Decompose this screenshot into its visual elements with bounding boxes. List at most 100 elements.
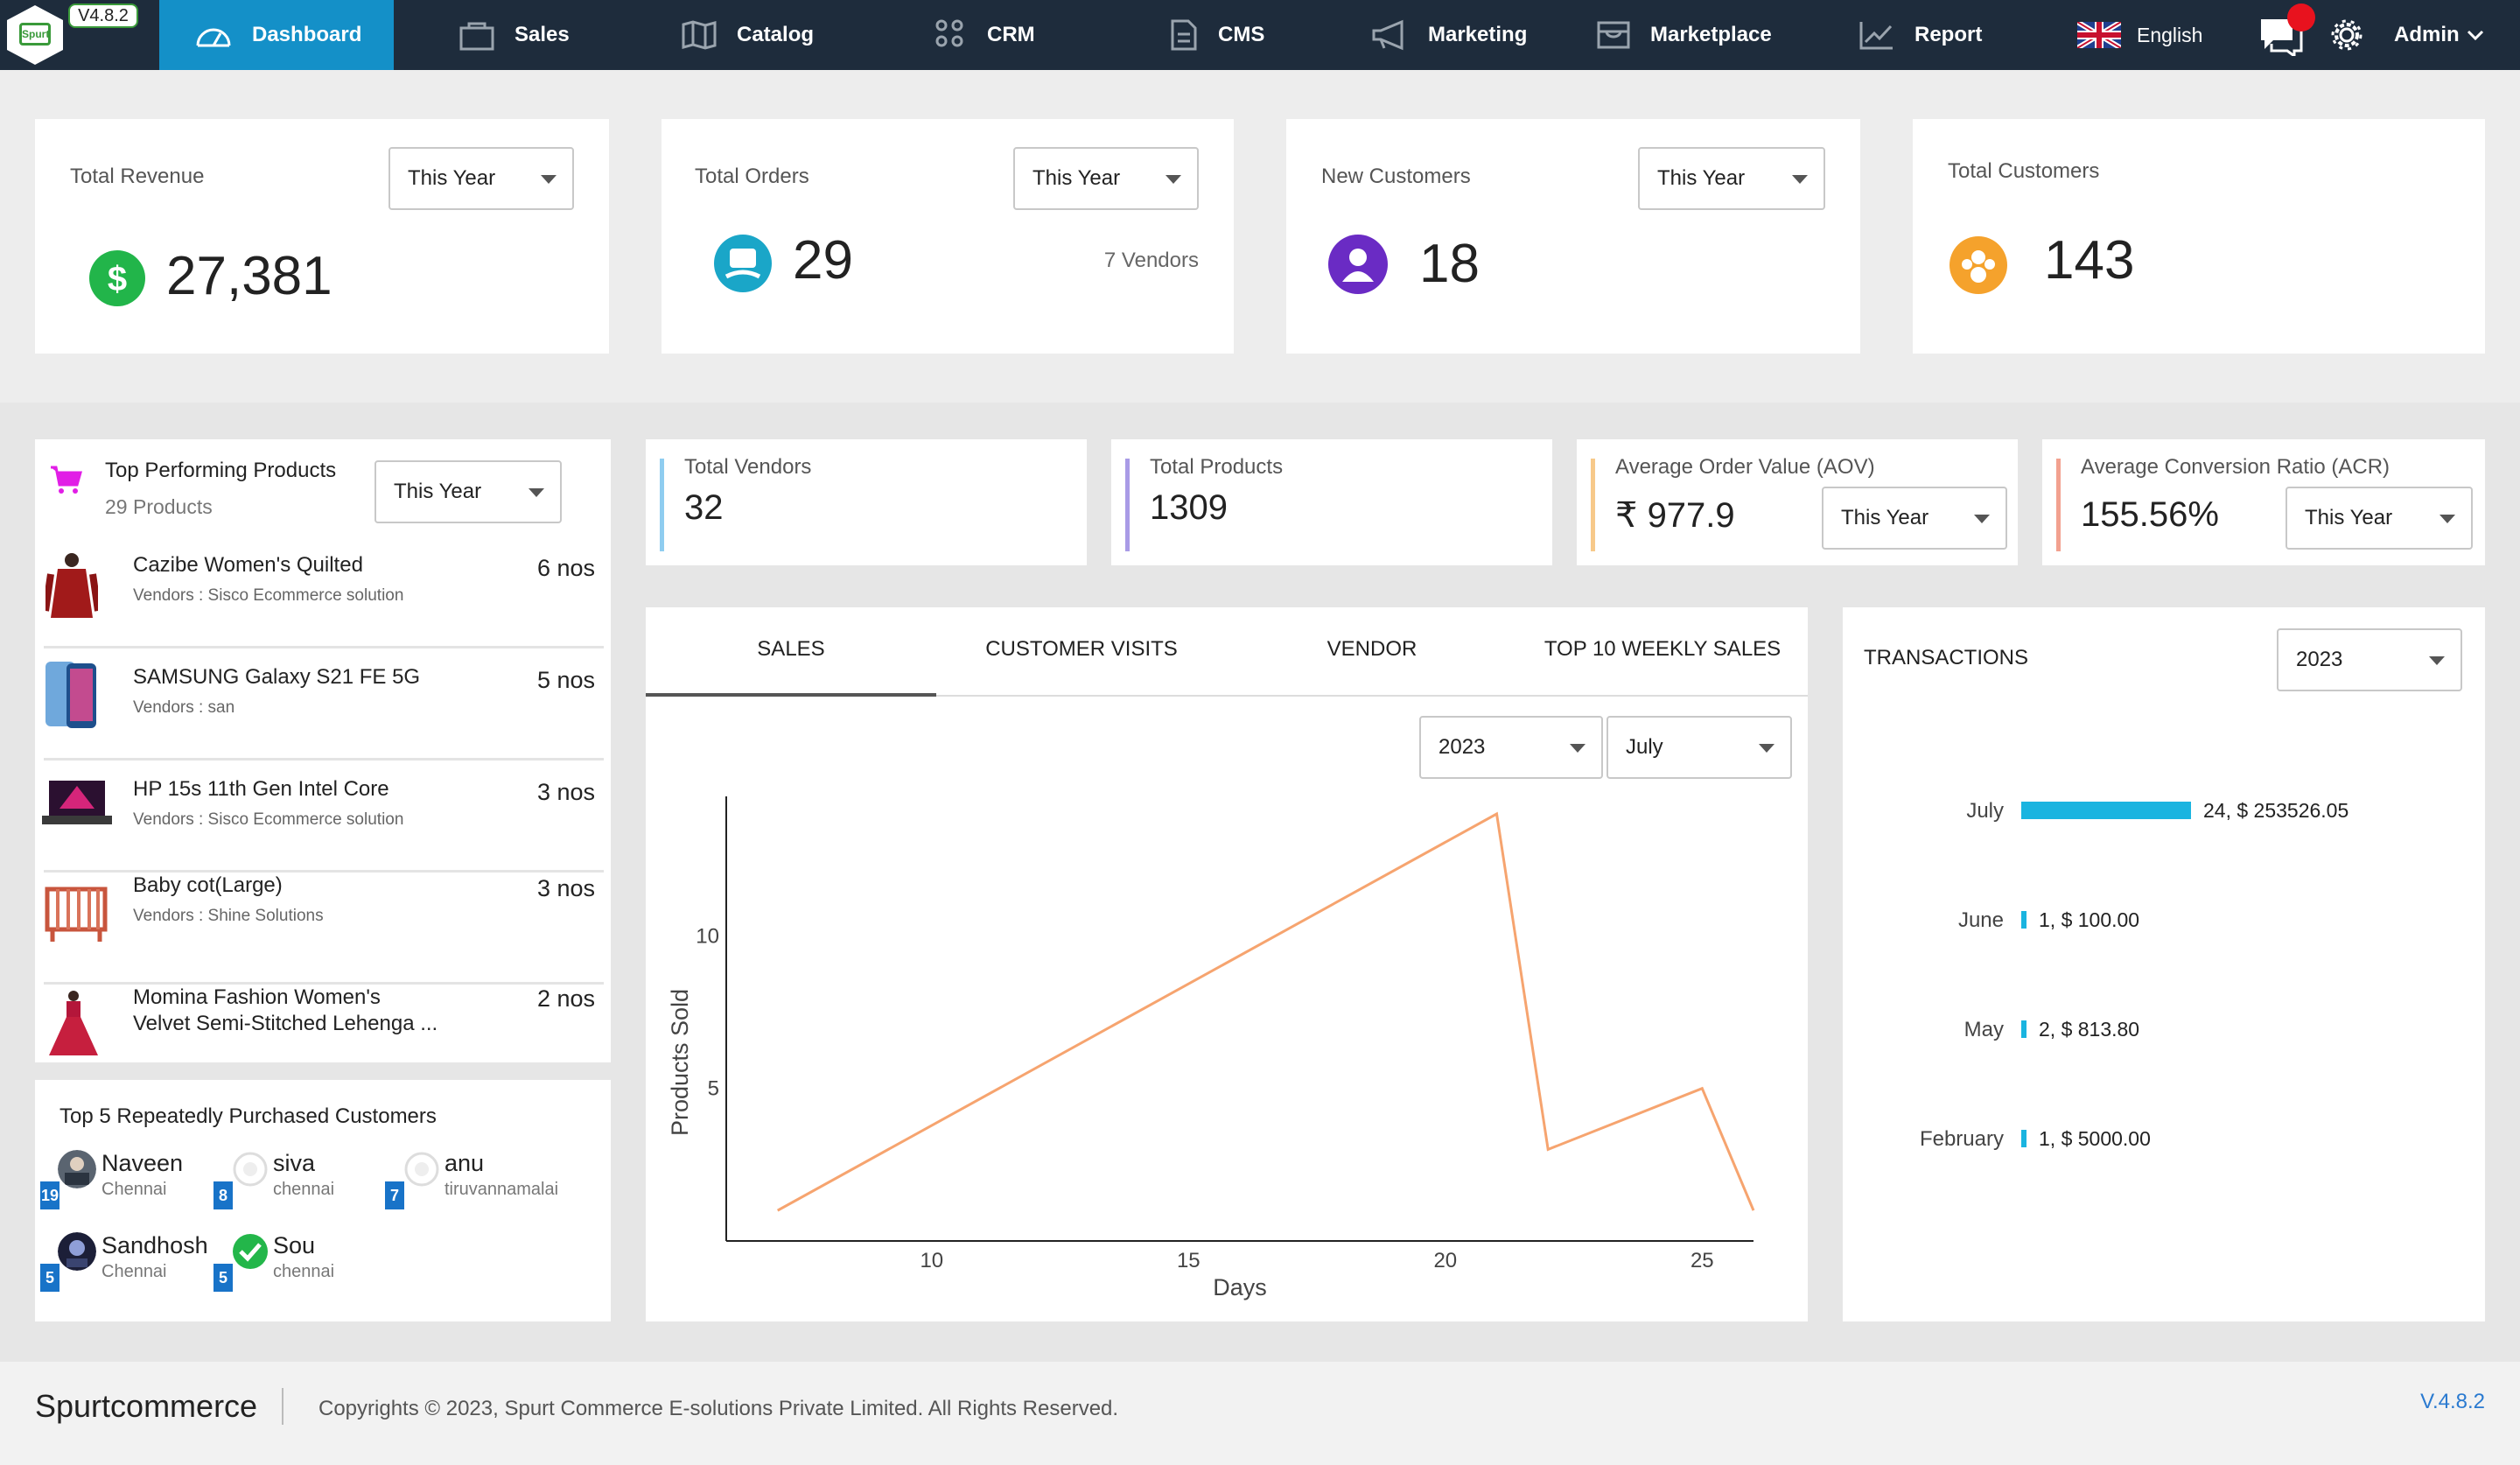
top-products-title: Top Performing Products <box>105 459 337 482</box>
stat-total-vendors: Total Vendors 32 <box>646 439 1087 565</box>
chevron-down-icon <box>1570 744 1586 753</box>
nav-crm-label: CRM <box>987 23 1035 46</box>
avatar-placeholder-icon <box>233 1152 268 1187</box>
y-tick-label: 10 <box>696 924 719 948</box>
laptop-thumbnail <box>42 781 112 824</box>
nav-crm[interactable]: CRM <box>931 0 1035 70</box>
products-sold-line-chart: 10 15 20 25 5 10 Days Products Sold <box>667 796 1755 1300</box>
row-divider <box>44 646 604 648</box>
sales-chart-card: SALES CUSTOMER VISITS VENDOR TOP 10 WEEK… <box>646 607 1808 1321</box>
select-value: 2023 <box>1438 735 1486 759</box>
kpi-label: Total Customers <box>1948 159 2100 183</box>
top-products-card: Top Performing Products 29 Products This… <box>35 439 611 1062</box>
settings-button[interactable] <box>2329 18 2364 57</box>
nav-sales[interactable]: Sales <box>458 0 570 70</box>
purchase-count-badge: 7 <box>385 1181 404 1209</box>
kpi-label: Total Revenue <box>70 165 205 188</box>
nav-marketing[interactable]: Marketing <box>1370 0 1527 70</box>
top-customers-title: Top 5 Repeatedly Purchased Customers <box>60 1104 437 1128</box>
version-badge: V4.8.2 <box>68 4 138 28</box>
customer-name: Sou <box>273 1232 316 1258</box>
language-label: English <box>2137 23 2203 46</box>
product-row[interactable]: Baby cot(Large) Vendors : Shine Solution… <box>35 873 604 989</box>
bar-value-label: 1, $ 100.00 <box>2039 908 2139 931</box>
transactions-bar-chart: July 24, $ 253526.05 June 1, $ 100.00 May 2, … <box>1920 799 2348 1151</box>
product-qty: 3 nos <box>536 875 595 901</box>
nav-report[interactable]: Report <box>1858 0 1982 70</box>
purchase-count-badge: 5 <box>214 1264 233 1292</box>
kpi-value: 18 <box>1419 234 1480 294</box>
transactions-year-select[interactable]: 2023 <box>2277 628 2462 691</box>
accent-bar <box>2056 459 2061 551</box>
notification-dot <box>2287 4 2315 32</box>
kpi-value: 143 <box>2044 230 2135 291</box>
customer-city: tiruvannamalai <box>444 1180 559 1199</box>
footer-version: V.4.8.2 <box>2420 1390 2485 1413</box>
customer-city: Chennai <box>102 1180 167 1199</box>
product-name: Momina Fashion Women's <box>133 985 381 1009</box>
tab-customer-visits[interactable]: CUSTOMER VISITS <box>985 637 1178 661</box>
language-selector[interactable]: English <box>2077 0 2202 70</box>
transactions-title: TRANSACTIONS <box>1864 646 2029 669</box>
product-name-line2: Velvet Semi-Stitched Lehenga ... <box>133 1012 438 1035</box>
sales-year-select[interactable]: 2023 <box>1419 716 1603 779</box>
chat-button[interactable] <box>2259 4 2315 60</box>
top-products-count: 29 Products <box>105 495 213 518</box>
product-row[interactable]: Cazibe Women's Quilted Vendors : Sisco E… <box>35 541 604 653</box>
stat-label: Average Order Value (AOV) <box>1615 455 1875 479</box>
chevron-down-icon <box>2429 656 2445 665</box>
store-icon <box>1597 21 1630 49</box>
stat-total-products: Total Products 1309 <box>1111 439 1552 565</box>
nav-marketplace[interactable]: Marketplace <box>1596 0 1772 70</box>
sales-month-select[interactable]: July <box>1606 716 1792 779</box>
revenue-period-select[interactable]: This Year <box>388 147 574 210</box>
users-icon <box>935 19 963 47</box>
x-tick-label: 25 <box>1690 1249 1714 1272</box>
chevron-down-icon <box>1974 515 1990 523</box>
transaction-bar <box>2021 911 2026 929</box>
chevron-down-icon <box>541 175 556 184</box>
acr-period-select[interactable]: This Year <box>2286 487 2473 550</box>
tab-top-weekly-sales[interactable]: TOP 10 WEEKLY SALES <box>1544 637 1782 661</box>
product-row[interactable]: HP 15s 11th Gen Intel Core Vendors : Sis… <box>35 765 604 877</box>
tab-sales[interactable]: SALES <box>757 637 825 661</box>
footer-divider <box>282 1388 284 1425</box>
chevron-down-icon <box>528 488 544 497</box>
bar-category-label: May <box>1964 1018 2004 1041</box>
dashboard-icon <box>196 28 231 47</box>
accent-bar <box>1591 459 1595 551</box>
check-avatar-icon <box>233 1234 268 1269</box>
chevron-down-icon <box>2440 515 2455 523</box>
product-row[interactable]: SAMSUNG Galaxy S21 FE 5G Vendors : san 5… <box>35 653 604 765</box>
x-tick-label: 10 <box>920 1249 943 1272</box>
chevron-down-icon <box>1759 744 1774 753</box>
admin-menu[interactable]: Admin <box>2394 0 2503 70</box>
phone-thumbnail <box>46 662 96 728</box>
kpi-value: 27,381 <box>166 246 332 306</box>
group-icon <box>1950 236 2007 294</box>
customers-period-select[interactable]: This Year <box>1638 147 1825 210</box>
product-row[interactable]: Momina Fashion Women's Velvet Semi-Stitc… <box>35 985 604 1101</box>
active-tab-indicator <box>646 693 936 697</box>
nav-catalog[interactable]: Catalog <box>681 0 814 70</box>
stat-label: Total Vendors <box>684 455 812 479</box>
avatar <box>58 1150 96 1188</box>
customer-name: Naveen <box>102 1150 184 1176</box>
crib-thumbnail <box>45 887 108 942</box>
stat-label: Average Conversion Ratio (ACR) <box>2081 455 2390 479</box>
chevron-down-icon <box>1166 175 1181 184</box>
x-tick-label: 20 <box>1433 1249 1457 1272</box>
transaction-bar <box>2021 1130 2026 1147</box>
footer-copyright: Copyrights © 2023, Spurt Commerce E-solu… <box>318 1397 1119 1420</box>
nav-dashboard[interactable]: Dashboard <box>159 0 394 70</box>
select-value: This Year <box>408 166 496 190</box>
top-products-period-select[interactable]: This Year <box>374 460 562 523</box>
aov-period-select[interactable]: This Year <box>1822 487 2007 550</box>
vendor-count: 7 Vendors <box>1103 249 1199 272</box>
tab-vendor[interactable]: VENDOR <box>1326 637 1418 661</box>
orders-period-select[interactable]: This Year <box>1013 147 1199 210</box>
dollar-icon: $ <box>89 250 145 306</box>
spurt-logo[interactable]: Spurt <box>7 5 63 65</box>
nav-cms[interactable]: CMS <box>1167 0 1264 70</box>
footer: Spurtcommerce Copyrights © 2023, Spurt C… <box>0 1362 2520 1465</box>
